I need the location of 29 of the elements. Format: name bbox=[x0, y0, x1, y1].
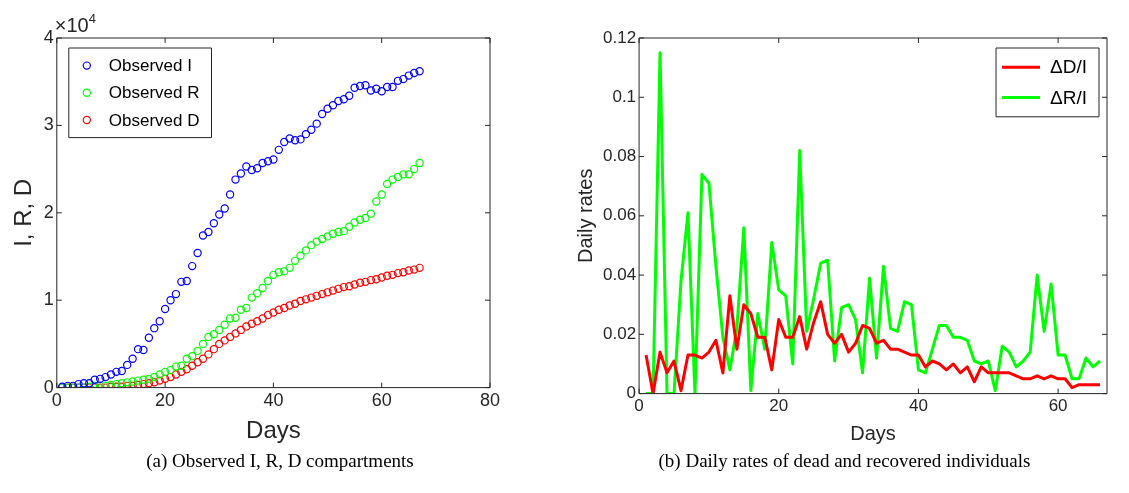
legend-label: Observed R bbox=[108, 83, 200, 103]
y-tick-label: 0.04 bbox=[602, 264, 637, 284]
x-tick-label: 60 bbox=[1048, 396, 1068, 416]
y-tick-label: 2 bbox=[43, 201, 54, 222]
y-tick-label: 0.08 bbox=[602, 146, 637, 166]
y-axis-title: Daily rates bbox=[573, 168, 596, 264]
y-tick-label: 0.06 bbox=[602, 205, 637, 225]
y-tick-label: 0 bbox=[43, 376, 54, 397]
x-tick-label: 60 bbox=[371, 390, 392, 411]
text: (a) Observed I, R, D compartments bbox=[145, 450, 415, 472]
y-tick-label: 0.12 bbox=[602, 27, 637, 47]
y-axis-title: I, R, D bbox=[9, 178, 37, 247]
x-tick-label: 40 bbox=[908, 396, 928, 416]
x-tick-label: 40 bbox=[263, 390, 284, 411]
y-tick-label: 3 bbox=[43, 114, 54, 135]
text: (b) Daily rates of dead and recovered individuals bbox=[657, 450, 1032, 472]
legend-label: ΔR/I bbox=[1050, 86, 1088, 108]
x-tick-label: 20 bbox=[769, 396, 789, 416]
x-tick-label: 20 bbox=[155, 390, 176, 411]
y-tick-label: 4 bbox=[43, 26, 54, 47]
y-tick-label: 1 bbox=[43, 289, 54, 310]
x-axis-title: Days bbox=[850, 421, 896, 444]
y-tick-label: 0.1 bbox=[612, 86, 637, 106]
y-tick-label: 0.02 bbox=[602, 324, 637, 344]
x-tick-label: 80 bbox=[479, 390, 501, 411]
x-axis-title: Days bbox=[246, 416, 301, 444]
legend-label: ΔD/I bbox=[1050, 56, 1088, 78]
legend-label: Observed D bbox=[108, 110, 200, 130]
legend-label: Observed I bbox=[108, 56, 192, 76]
